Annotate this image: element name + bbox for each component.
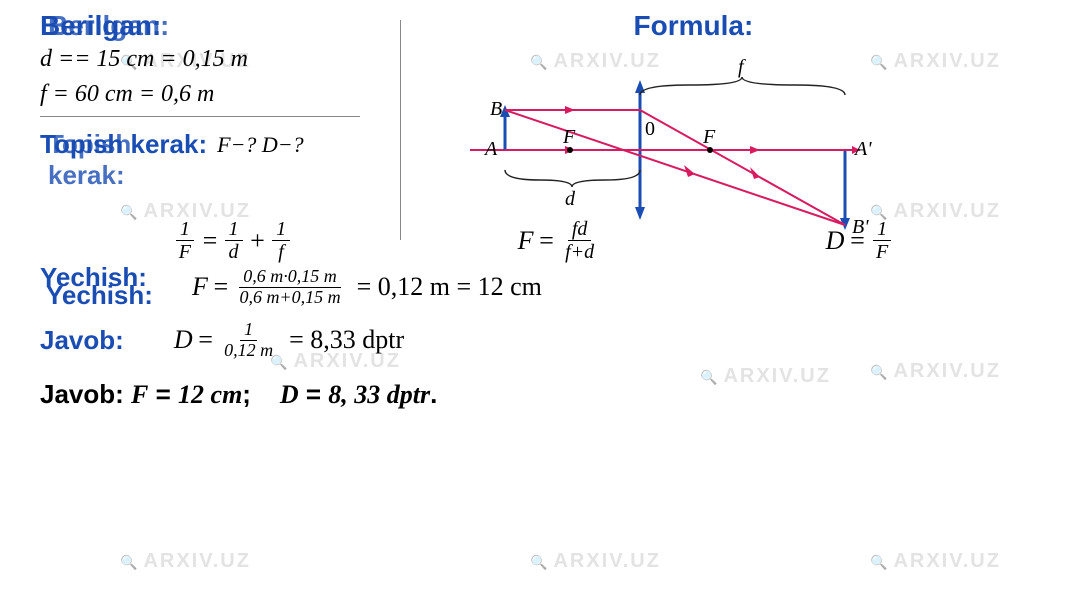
topish-title: Topish kerak: Topish kerak: bbox=[40, 129, 207, 160]
berilgan-title: Berilgan: Berilgan: bbox=[40, 10, 161, 42]
javob-label-1: Javob: bbox=[40, 325, 124, 356]
svg-text:B: B bbox=[490, 98, 502, 120]
javob-D-row: Javob: D = 1 0,12 m = 8,33 dptr bbox=[0, 312, 1067, 369]
find-expr: F−? D−? bbox=[217, 132, 304, 158]
svg-text:F: F bbox=[562, 126, 576, 148]
eq-lens-formula: 1F = 1d + 1f bbox=[173, 218, 292, 263]
svg-text:F: F bbox=[702, 126, 716, 148]
javob-label-2: Javob: bbox=[40, 379, 124, 409]
watermark: ARXIV.UZ bbox=[120, 550, 251, 573]
watermark: ARXIV.UZ bbox=[870, 550, 1001, 573]
svg-text:B': B' bbox=[852, 216, 869, 235]
solution-D-result: = 8,33 dptr bbox=[289, 325, 404, 355]
svg-text:A': A' bbox=[853, 138, 872, 160]
svg-text:0: 0 bbox=[645, 118, 655, 140]
yechish-label-2: Yechish: bbox=[46, 280, 153, 311]
final-answer: Javob: F = 12 cm; D = 8, 33 dptr. bbox=[0, 369, 1067, 420]
topish-front: Topish kerak: bbox=[40, 129, 207, 159]
formula-title: Formula: bbox=[634, 10, 754, 41]
solution-D: D = 1 0,12 m = 8,33 dptr bbox=[174, 320, 404, 361]
solution-F-result: = 0,12 m = 12 cm bbox=[357, 272, 542, 302]
solution-F: F = 0,6 m·0,15 m 0,6 m+0,15 m = 0,12 m =… bbox=[192, 267, 542, 308]
svg-text:A: A bbox=[483, 138, 498, 160]
svg-text:f: f bbox=[738, 56, 746, 78]
berilgan-front: Berilgan: bbox=[40, 10, 161, 41]
horizontal-divider bbox=[40, 116, 360, 117]
solution-block: Yechish: Yechish: F = 0,6 m·0,15 m 0,6 m… bbox=[0, 262, 1067, 312]
optics-diagram: B A F 0 F A' B' d f bbox=[460, 55, 880, 235]
vertical-divider bbox=[400, 20, 401, 240]
svg-text:d: d bbox=[565, 188, 576, 210]
header-row: Berilgan: Berilgan: Formula: bbox=[0, 0, 1067, 42]
watermark: ARXIV.UZ bbox=[530, 550, 661, 573]
